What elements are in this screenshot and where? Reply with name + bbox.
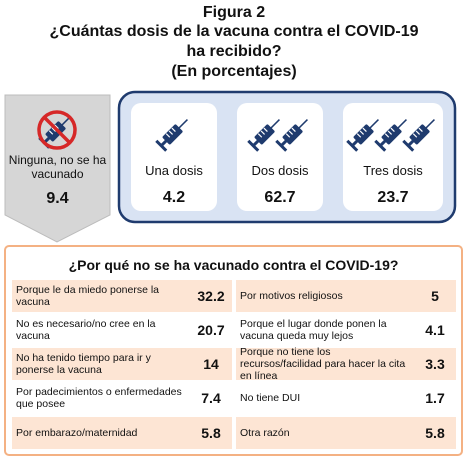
reason-label: Por motivos religiosos bbox=[240, 290, 343, 302]
reason-row: No ha tenido tiempo para ir y ponerse la… bbox=[12, 348, 232, 380]
reason-label: No es necesario/no cree en la vacuna bbox=[16, 318, 156, 342]
reason-row: Otra razón 5.8 bbox=[236, 417, 456, 449]
syringe-icons bbox=[154, 113, 194, 153]
syringe-icon bbox=[401, 113, 441, 153]
reason-row: Por padecimientos o enfermedades que pos… bbox=[12, 382, 232, 414]
dose-value: 23.7 bbox=[377, 189, 409, 206]
reason-row: Porque no tiene los recursos/facilidad p… bbox=[236, 346, 456, 382]
reason-row: No es necesario/no cree en la vacuna 20.7 bbox=[12, 314, 232, 346]
title-line: ha recibido? bbox=[186, 43, 282, 60]
dose-label: Una dosis bbox=[145, 163, 203, 178]
no-icon bbox=[37, 110, 77, 150]
reason-label: Otra razón bbox=[240, 427, 290, 439]
dose-value: 62.7 bbox=[264, 189, 296, 206]
dose-card: Tres dosis 23.7 bbox=[343, 103, 443, 211]
reason-value: 5.8 bbox=[201, 425, 221, 441]
none-value: 9.4 bbox=[46, 190, 69, 207]
reason-value: 14 bbox=[203, 356, 219, 372]
reason-value: 32.2 bbox=[197, 288, 225, 304]
dose-card: Una dosis 4.2 bbox=[131, 103, 217, 211]
reasons-title: ¿Por qué no se ha vacunado contra el COV… bbox=[68, 257, 399, 273]
reason-row: Porque el lugar donde ponen la vacuna qu… bbox=[236, 314, 456, 346]
no-icon bbox=[42, 115, 72, 145]
reason-value: 5.8 bbox=[425, 425, 445, 441]
reason-label: Porque el lugar donde ponen la vacuna qu… bbox=[240, 318, 387, 342]
none-box bbox=[4, 94, 111, 243]
reason-value: 20.7 bbox=[197, 322, 225, 338]
reason-label: Por padecimientos o enfermedades que pos… bbox=[16, 386, 182, 410]
reason-row: No tiene DUI 1.7 bbox=[236, 382, 456, 414]
reason-value: 3.3 bbox=[425, 356, 445, 372]
syringe-icon bbox=[274, 113, 314, 153]
title-line: ¿Cuántas dosis de la vacuna contra el CO… bbox=[49, 23, 419, 40]
reason-label: Porque no tiene los recursos/facilidad p… bbox=[240, 346, 406, 382]
figure-label: Figura 2 bbox=[202, 4, 266, 21]
reason-label: No ha tenido tiempo para ir y ponerse la… bbox=[16, 352, 151, 376]
syringe-icons bbox=[246, 113, 314, 153]
dose-label: Dos dosis bbox=[251, 163, 309, 178]
reason-value: 1.7 bbox=[425, 390, 445, 406]
reason-label: No tiene DUI bbox=[240, 392, 301, 404]
reason-value: 5 bbox=[431, 288, 439, 304]
reason-value: 7.4 bbox=[201, 390, 221, 406]
reason-row: Porque le da miedo ponerse la vacuna 32.2 bbox=[12, 280, 232, 312]
reason-row: Por motivos religiosos 5 bbox=[236, 280, 456, 312]
syringe-icon bbox=[154, 113, 194, 153]
none-label: Ninguna, no se ha vacunado bbox=[8, 153, 107, 181]
reason-label: Por embarazo/maternidad bbox=[16, 427, 138, 439]
title-line: (En porcentajes) bbox=[171, 63, 297, 80]
dose-label: Tres dosis bbox=[363, 163, 423, 178]
reason-row: Por embarazo/maternidad 5.8 bbox=[12, 417, 232, 449]
dose-card: Dos dosis 62.7 bbox=[237, 103, 323, 211]
reason-label: Porque le da miedo ponerse la vacuna bbox=[16, 284, 160, 308]
reason-value: 4.1 bbox=[425, 322, 445, 338]
syringe-icons bbox=[345, 113, 441, 153]
dose-value: 4.2 bbox=[162, 189, 186, 206]
